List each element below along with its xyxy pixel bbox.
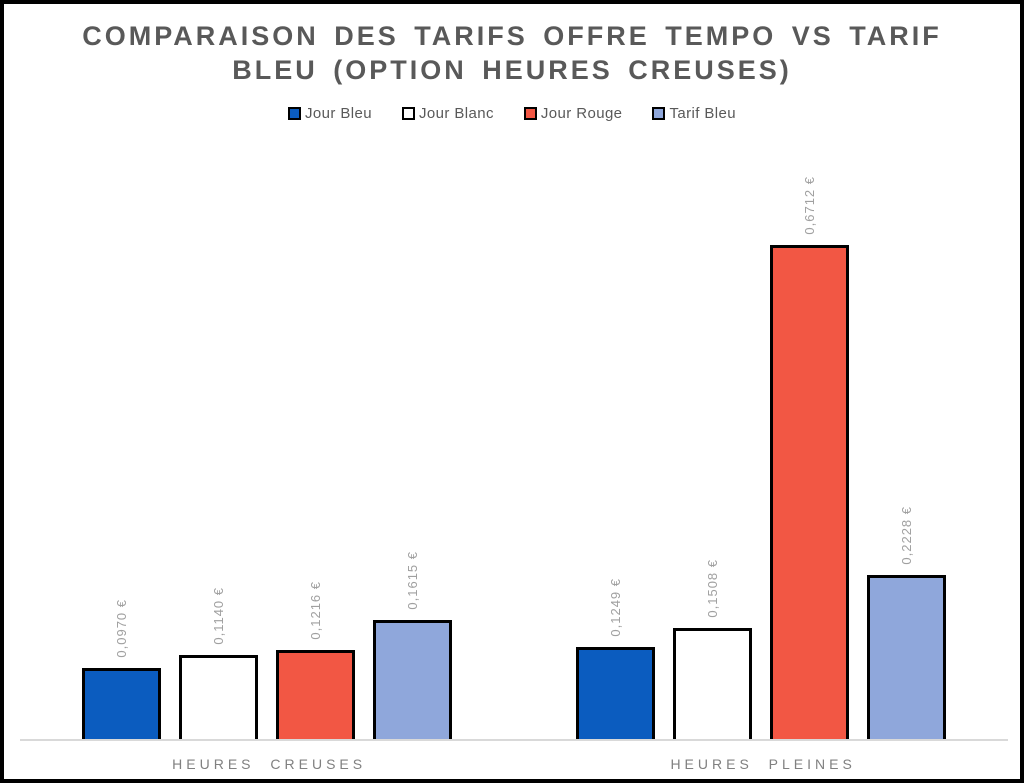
legend-item-jour-blanc: Jour Blanc — [402, 105, 494, 122]
legend: Jour Bleu Jour Blanc Jour Rouge Tarif Bleu — [4, 105, 1020, 122]
bar-value-label: 0,1508 € — [705, 559, 720, 618]
legend-label: Jour Rouge — [540, 104, 623, 122]
legend-swatch-tarif-bleu — [652, 106, 666, 120]
bar-group-heures-pleines: 0,1249 € 0,1508 € 0,6712 € 0,2228 € — [576, 176, 946, 739]
legend-label: Jour Bleu — [305, 104, 372, 122]
legend-item-tarif-bleu: Tarif Bleu — [652, 105, 736, 122]
bar-col-tarif-bleu: 0,2228 € — [867, 241, 946, 739]
category-label-heures-pleines: HEURES PLEINES — [670, 756, 856, 772]
bar-value-label: 0,1140 € — [211, 587, 226, 645]
bar-value-label: 0,6712 € — [802, 176, 817, 235]
bar-value-label: 0,1615 € — [405, 551, 420, 610]
bar-jour-blanc-heures-pleines — [673, 628, 752, 739]
bar-jour-rouge-heures-pleines — [770, 245, 849, 739]
bar-value-label: 0,2228 € — [899, 506, 914, 565]
bar-value-label: 0,1249 € — [608, 578, 623, 637]
legend-swatch-jour-blanc — [402, 106, 415, 120]
legend-swatch-jour-rouge — [523, 106, 537, 120]
bar-tarif-bleu-heures-pleines — [867, 575, 946, 739]
bar-value-label: 0,0970 € — [114, 599, 129, 658]
legend-item-jour-bleu: Jour Bleu — [288, 105, 372, 122]
bar-col-tarif-bleu: 0,1615 € — [373, 241, 452, 739]
category-axis: HEURES CREUSES HEURES PLEINES — [20, 756, 1008, 772]
bar-value-label: 0,1216 € — [308, 581, 323, 640]
bar-jour-bleu-heures-pleines — [576, 647, 655, 739]
bar-col-jour-blanc: 0,1140 € — [179, 241, 258, 739]
bar-col-jour-rouge: 0,6712 € — [770, 176, 849, 739]
category-label-heures-creuses: HEURES CREUSES — [172, 756, 367, 772]
legend-label: Jour Blanc — [419, 104, 494, 122]
legend-item-jour-rouge: Jour Rouge — [523, 104, 623, 122]
bar-col-jour-bleu: 0,1249 € — [576, 241, 655, 739]
bar-jour-rouge-heures-creuses — [276, 650, 355, 739]
plot-area: 0,0970 € 0,1140 € 0,1216 € 0,1615 € 0,1249 €… — [20, 176, 1008, 741]
bar-jour-blanc-heures-creuses — [179, 655, 258, 739]
chart-title: COMPARAISON DES TARIFS OFFRE TEMPO VS TA… — [82, 21, 942, 85]
bar-group-heures-creuses: 0,0970 € 0,1140 € 0,1216 € 0,1615 € — [82, 241, 452, 739]
bar-col-jour-rouge: 0,1216 € — [276, 241, 355, 739]
legend-swatch-jour-bleu — [288, 106, 302, 120]
bar-col-jour-blanc: 0,1508 € — [673, 241, 752, 739]
bar-tarif-bleu-heures-creuses — [373, 620, 452, 739]
bar-jour-bleu-heures-creuses — [82, 668, 161, 739]
legend-label: Tarif Bleu — [669, 104, 736, 122]
bar-col-jour-bleu: 0,0970 € — [82, 241, 161, 739]
